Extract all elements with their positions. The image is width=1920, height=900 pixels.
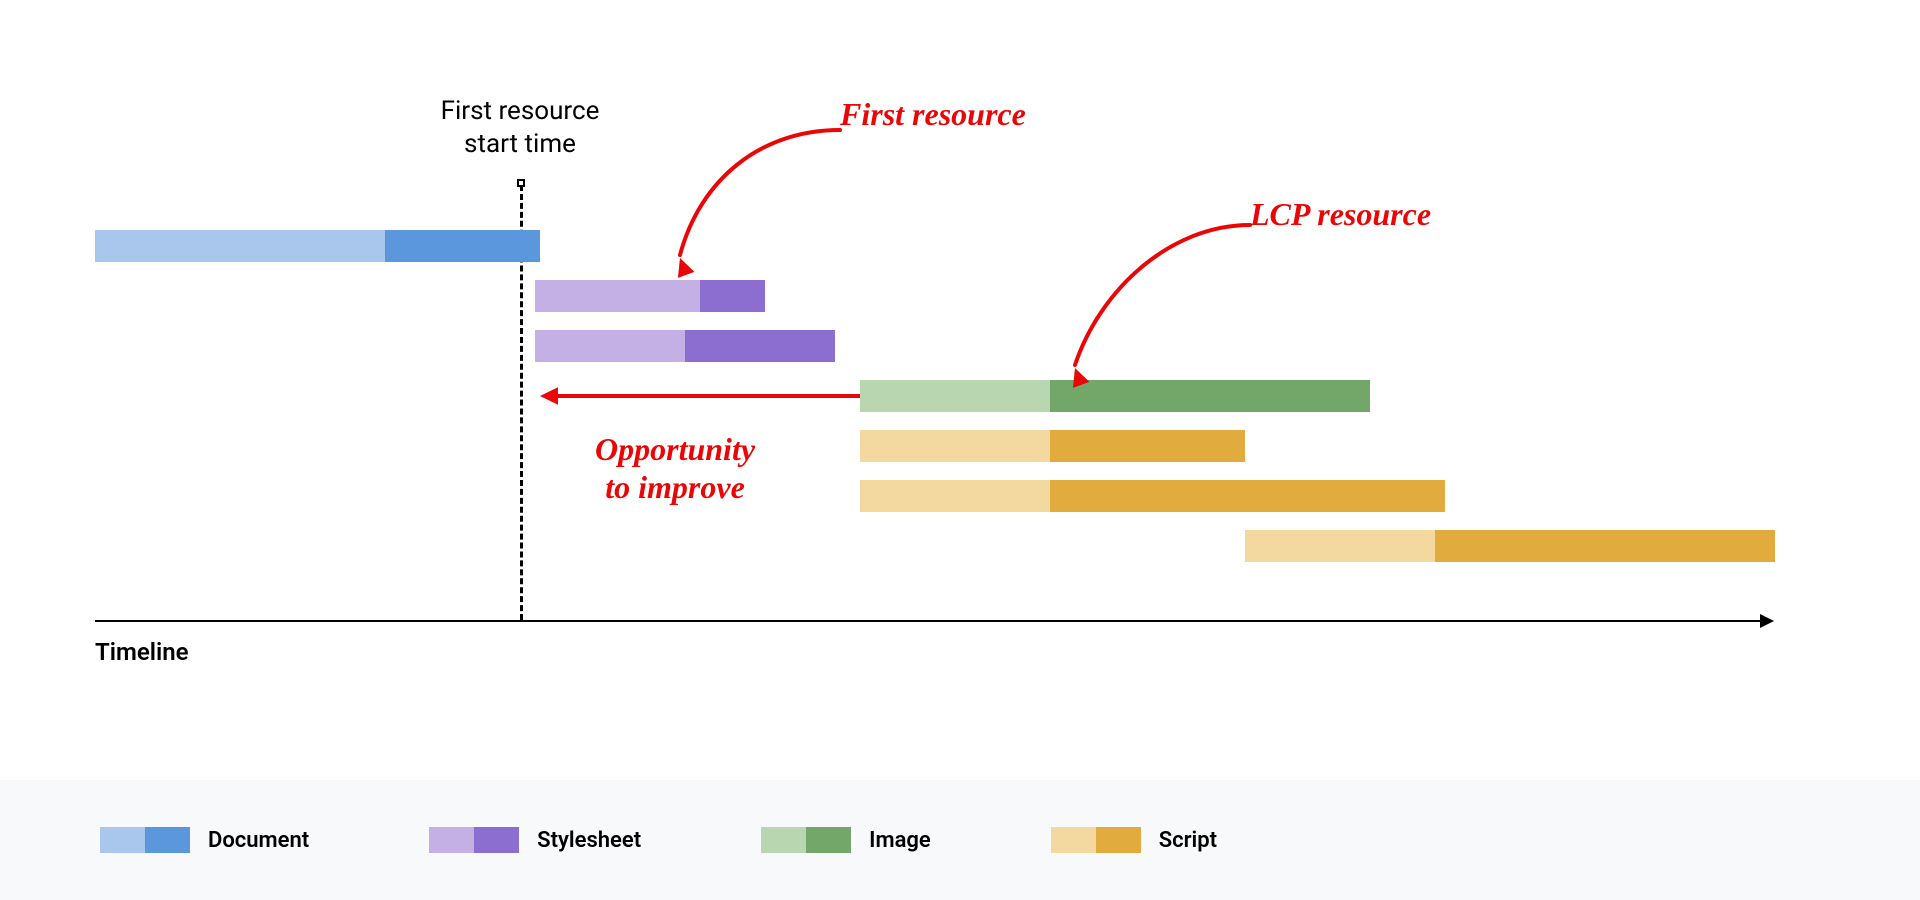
bar-segment xyxy=(535,280,700,312)
bar-segment xyxy=(1050,430,1245,462)
legend-item-document: Document xyxy=(100,827,309,853)
legend-swatch xyxy=(761,827,851,853)
bar-segment xyxy=(685,330,835,362)
legend: Document Stylesheet Image Script xyxy=(0,780,1920,900)
legend-swatch xyxy=(1051,827,1141,853)
bar-segment xyxy=(1245,530,1435,562)
bar-image xyxy=(860,380,1370,412)
bar-script xyxy=(1245,530,1775,562)
legend-item-image: Image xyxy=(761,827,931,853)
bar-segment xyxy=(700,280,765,312)
bar-segment xyxy=(860,480,1050,512)
annotation-opportunity: Opportunity to improve xyxy=(595,430,755,507)
bar-segment xyxy=(1435,530,1775,562)
legend-label: Document xyxy=(208,828,309,853)
legend-item-script: Script xyxy=(1051,827,1217,853)
bar-segment xyxy=(1050,480,1445,512)
annotation-lcp-resource: LCP resource xyxy=(1250,195,1431,233)
bar-segment xyxy=(860,430,1050,462)
bar-script xyxy=(860,480,1445,512)
bar-document xyxy=(95,230,540,262)
bar-segment xyxy=(385,230,540,262)
bar-script xyxy=(860,430,1245,462)
legend-swatch xyxy=(429,827,519,853)
legend-item-stylesheet: Stylesheet xyxy=(429,827,641,853)
legend-swatch xyxy=(100,827,190,853)
first-resource-start-label: First resource start time xyxy=(385,95,655,160)
bar-segment xyxy=(95,230,385,262)
bar-stylesheet xyxy=(535,330,835,362)
bar-stylesheet xyxy=(535,280,765,312)
first-resource-start-marker xyxy=(517,179,525,187)
timeline-axis-arrowhead xyxy=(1760,614,1774,628)
waterfall-diagram: First resource start time First resource… xyxy=(0,0,1920,780)
bar-segment xyxy=(1050,380,1370,412)
bar-segment xyxy=(535,330,685,362)
legend-label: Script xyxy=(1159,828,1217,853)
bar-segment xyxy=(860,380,1050,412)
legend-label: Image xyxy=(869,828,931,853)
timeline-axis-label: Timeline xyxy=(95,638,189,666)
timeline-axis xyxy=(95,620,1760,622)
annotation-first-resource: First resource xyxy=(840,95,1026,133)
legend-label: Stylesheet xyxy=(537,828,641,853)
